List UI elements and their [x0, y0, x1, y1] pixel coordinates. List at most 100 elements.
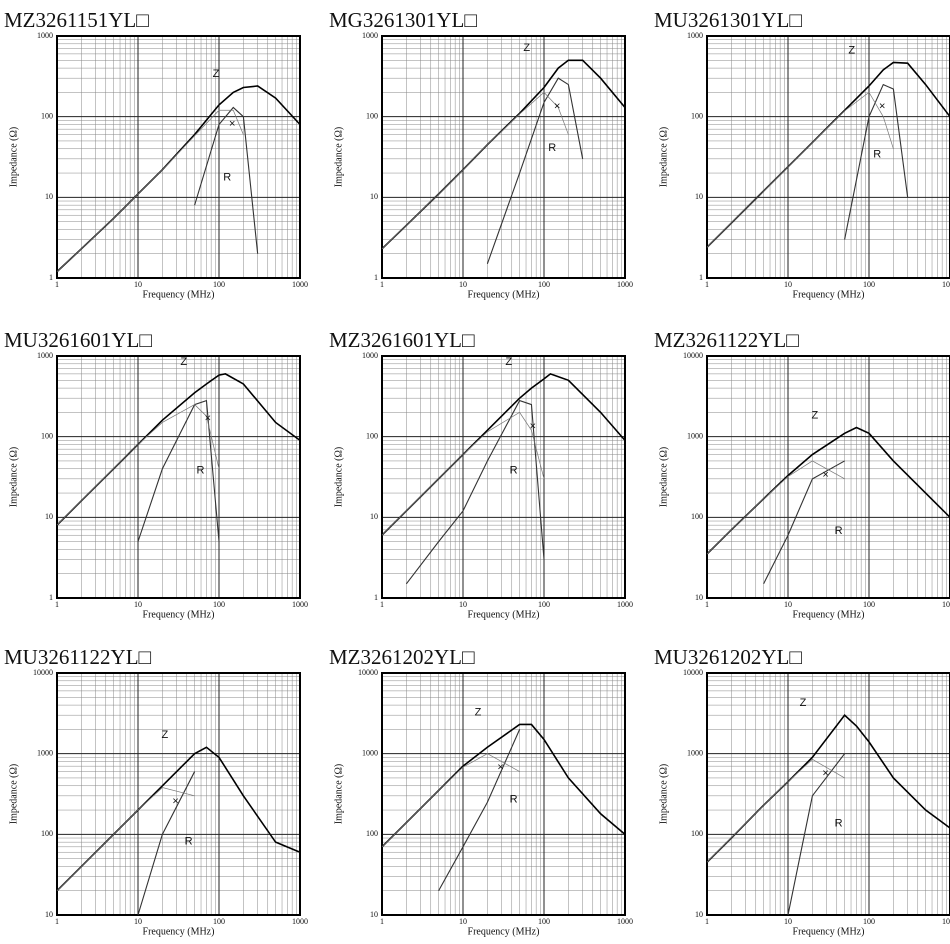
y-axis-label: Impedance (Ω) — [658, 447, 669, 507]
y-tick-label: 100 — [691, 111, 703, 120]
series-line — [438, 729, 521, 891]
y-axis-label: Impedance (Ω) — [658, 127, 669, 187]
series-label: R — [196, 465, 204, 477]
y-tick-label: 10 — [370, 192, 378, 201]
x-tick-label: 1 — [55, 600, 59, 609]
x-tick-label: 100 — [863, 917, 875, 926]
plot-frame — [56, 672, 301, 916]
y-tick-label: 10 — [370, 512, 378, 521]
x-tick-label: 100 — [213, 600, 225, 609]
series-line — [381, 59, 626, 250]
x-axis-label: Frequency (MHz) — [468, 926, 540, 937]
series-label: × — [172, 795, 178, 807]
x-tick-label: 100 — [213, 917, 225, 926]
series-label: × — [822, 767, 828, 779]
y-axis-label: Impedance (Ω) — [8, 764, 19, 824]
x-tick-label: 1000 — [617, 600, 633, 609]
x-tick-label: 1000 — [617, 917, 633, 926]
chart-title: MU3261122YL□ — [4, 645, 152, 669]
x-tick-label: 1 — [380, 917, 384, 926]
chart-title: MZ3261122YL□ — [654, 328, 799, 352]
series-line — [706, 758, 845, 863]
y-tick-label: 100 — [691, 512, 703, 521]
series-label: Z — [811, 409, 818, 421]
chart-title: MU3261601YL□ — [4, 328, 152, 352]
y-tick-label: 1000 — [362, 748, 378, 757]
plot-frame — [706, 672, 950, 916]
y-tick-label: 10 — [45, 512, 53, 521]
series-label: R — [223, 171, 231, 183]
series-line — [56, 373, 301, 526]
y-tick-label: 1 — [374, 273, 378, 282]
series-label: × — [205, 412, 211, 424]
series-label: × — [530, 420, 536, 432]
series-label: × — [822, 469, 828, 481]
y-tick-label: 100 — [691, 829, 703, 838]
plot-frame — [56, 35, 301, 279]
chart-title: MU3261202YL□ — [654, 645, 802, 669]
y-tick-label: 1 — [374, 593, 378, 602]
series-line — [844, 83, 909, 240]
series-label: Z — [475, 706, 482, 718]
series-label: R — [873, 148, 881, 160]
y-tick-label: 10 — [45, 192, 53, 201]
x-tick-label: 1000 — [942, 917, 950, 926]
x-tick-label: 100 — [538, 917, 550, 926]
x-tick-label: 10 — [134, 280, 142, 289]
x-tick-label: 100 — [863, 280, 875, 289]
series-line — [706, 91, 894, 248]
y-tick-label: 10000 — [33, 668, 53, 677]
y-tick-label: 100 — [366, 431, 378, 440]
series-line — [56, 109, 244, 272]
x-tick-label: 10 — [459, 917, 467, 926]
x-tick-label: 100 — [213, 280, 225, 289]
plot-frame — [706, 35, 950, 279]
y-tick-label: 10000 — [358, 668, 378, 677]
y-tick-label: 1000 — [362, 351, 378, 360]
y-tick-label: 1000 — [362, 31, 378, 40]
x-axis-label: Frequency (MHz) — [793, 289, 865, 300]
series-label: × — [879, 100, 885, 112]
chart-title: MU3261301YL□ — [654, 8, 802, 32]
x-tick-label: 1000 — [617, 280, 633, 289]
series-label: Z — [800, 697, 807, 709]
y-tick-label: 1000 — [687, 748, 703, 757]
y-tick-label: 100 — [366, 829, 378, 838]
y-tick-label: 1000 — [37, 351, 53, 360]
series-line — [194, 106, 259, 254]
series-label: × — [554, 100, 560, 112]
y-tick-label: 1000 — [687, 31, 703, 40]
x-tick-label: 1 — [380, 280, 384, 289]
series-line — [381, 91, 569, 250]
y-tick-label: 10 — [695, 593, 703, 602]
series-label: Z — [180, 356, 187, 368]
x-axis-label: Frequency (MHz) — [143, 609, 215, 620]
series-label: Z — [505, 356, 512, 368]
series-label: R — [835, 818, 843, 830]
x-tick-label: 1 — [55, 280, 59, 289]
series-label: Z — [848, 44, 855, 56]
plot-frame — [56, 355, 301, 599]
x-tick-label: 1000 — [292, 600, 308, 609]
y-tick-label: 10 — [695, 192, 703, 201]
x-tick-label: 10 — [784, 600, 792, 609]
y-tick-label: 1 — [49, 273, 53, 282]
y-tick-label: 10 — [370, 910, 378, 919]
series-label: Z — [523, 42, 530, 54]
series-label: R — [510, 465, 518, 477]
series-line — [706, 61, 950, 248]
x-axis-label: Frequency (MHz) — [468, 289, 540, 300]
y-tick-label: 1000 — [687, 431, 703, 440]
series-label: R — [185, 835, 193, 847]
y-axis-label: Impedance (Ω) — [333, 447, 344, 507]
series-line — [56, 787, 195, 891]
y-tick-label: 10000 — [683, 351, 703, 360]
series-line — [137, 771, 196, 916]
y-tick-label: 100 — [366, 111, 378, 120]
y-tick-label: 10000 — [683, 668, 703, 677]
y-axis-label: Impedance (Ω) — [333, 764, 344, 824]
series-label: R — [510, 793, 518, 805]
series-line — [787, 753, 846, 916]
series-line — [706, 713, 950, 863]
